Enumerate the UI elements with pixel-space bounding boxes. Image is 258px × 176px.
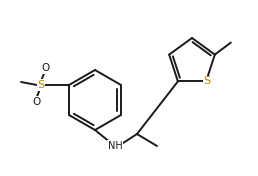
Text: S: S bbox=[204, 76, 211, 86]
Text: NH: NH bbox=[108, 141, 122, 151]
Text: O: O bbox=[41, 63, 49, 73]
Text: O: O bbox=[32, 97, 40, 107]
Text: S: S bbox=[37, 80, 45, 90]
